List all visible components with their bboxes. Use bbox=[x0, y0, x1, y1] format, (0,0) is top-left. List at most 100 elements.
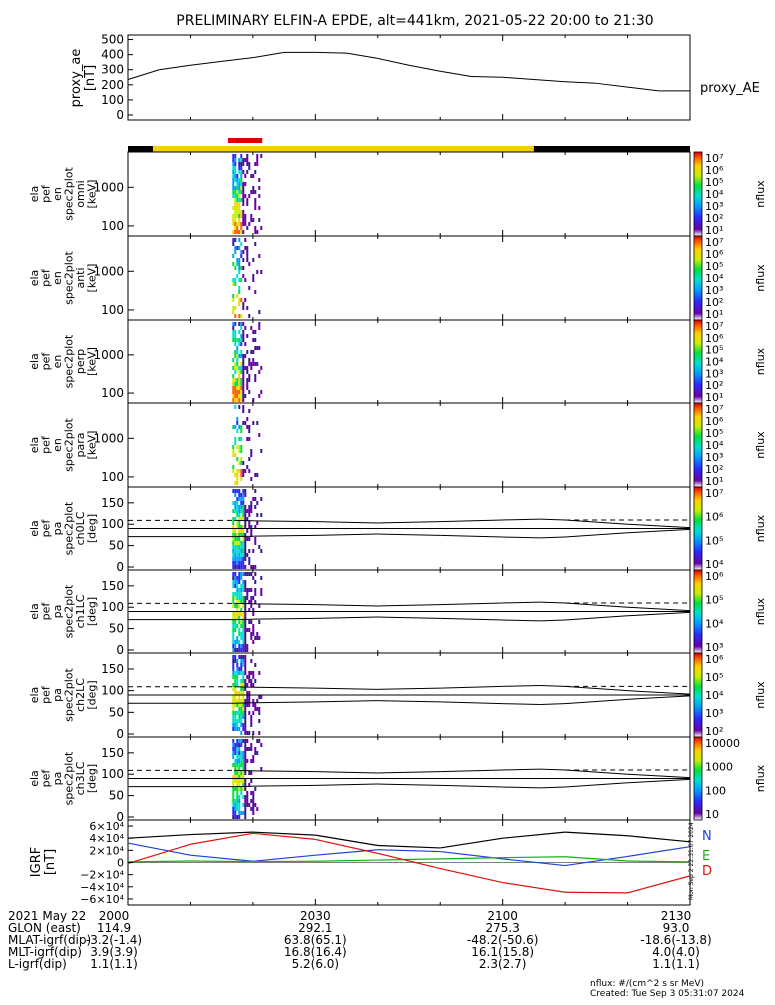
spectrogram-cell bbox=[246, 334, 248, 338]
spectrogram-cell bbox=[246, 572, 248, 576]
ae-ytick-label: 400 bbox=[101, 48, 124, 62]
spectrogram-cell bbox=[240, 501, 242, 505]
spectrogram-cell bbox=[240, 648, 242, 652]
spectrogram-cell bbox=[256, 154, 258, 158]
pa-loss-cone-segment bbox=[565, 603, 627, 607]
spectrogram-cell bbox=[232, 238, 234, 242]
spectrogram-cell bbox=[234, 811, 236, 815]
pa-loss-cone-segment bbox=[503, 787, 540, 788]
pa-loss-cone-segment bbox=[628, 779, 690, 782]
spectrogram-cell bbox=[258, 433, 260, 437]
spectrogram-cell bbox=[236, 743, 238, 747]
spectrogram-cell bbox=[242, 557, 244, 561]
spectrogram-cell bbox=[234, 441, 236, 445]
spectrogram-cell bbox=[250, 214, 252, 218]
igrf-line-segment bbox=[378, 853, 440, 868]
spectrogram-cell bbox=[234, 807, 236, 811]
pa-loss-cone-segment bbox=[628, 696, 690, 699]
spectrogram-cell bbox=[236, 481, 238, 485]
igrf-line-segment bbox=[503, 857, 565, 858]
figure-title: PRELIMINARY ELFIN-A EPDE, alt=441km, 202… bbox=[176, 13, 653, 29]
spectrogram-cell bbox=[240, 214, 242, 218]
spectrogram-cell bbox=[248, 162, 250, 166]
spectrogram-cell bbox=[246, 226, 248, 230]
spectrogram-cell bbox=[248, 425, 250, 429]
spectrogram-cell bbox=[246, 537, 248, 541]
spectrogram-cell bbox=[236, 759, 238, 763]
spectrogram-cell bbox=[244, 366, 246, 370]
spectrogram-cell bbox=[246, 529, 248, 533]
spectrogram-cell bbox=[250, 565, 252, 569]
spectrogram-cell bbox=[244, 158, 246, 162]
spectrogram-cell bbox=[236, 398, 238, 402]
spectrogram-cell bbox=[234, 715, 236, 719]
spectrogram-cell bbox=[248, 537, 250, 541]
spectrogram-cell bbox=[236, 699, 238, 703]
spectrogram-cell bbox=[232, 600, 234, 604]
spectrogram-cell bbox=[260, 154, 262, 158]
spectrogram-cell bbox=[242, 648, 244, 652]
spectrogram-cell bbox=[250, 366, 252, 370]
spectrogram-cell bbox=[244, 759, 246, 763]
spectrogram-cell bbox=[232, 206, 234, 210]
spectrogram-cell bbox=[248, 620, 250, 624]
spectrogram-cell bbox=[236, 382, 238, 386]
spectrogram-cell bbox=[238, 290, 240, 294]
ae-line-segment bbox=[190, 61, 221, 65]
spectrogram-cell bbox=[242, 306, 244, 310]
spectrogram-cell bbox=[240, 226, 242, 230]
spectrogram-cell bbox=[254, 592, 256, 596]
spectrogram-cell bbox=[238, 541, 240, 545]
spectrogram-cell bbox=[250, 759, 252, 763]
spectrogram-cell bbox=[242, 250, 244, 254]
igrf-line-segment bbox=[503, 832, 565, 838]
spectrogram-cell bbox=[242, 703, 244, 707]
pa-ytick-label: 100 bbox=[101, 767, 124, 781]
spectrogram-cell bbox=[236, 358, 238, 362]
spectrogram-cell bbox=[254, 803, 256, 807]
spectrogram-cell bbox=[232, 254, 234, 258]
spectrogram-cell bbox=[240, 322, 242, 326]
spectrogram-cell bbox=[246, 695, 248, 699]
colorbar-tick-label: 10⁵ bbox=[705, 594, 723, 607]
spectrogram-cell bbox=[240, 449, 242, 453]
spectrogram-cell bbox=[246, 254, 248, 258]
spectrogram-cell bbox=[250, 636, 252, 640]
spectrogram-cell bbox=[236, 521, 238, 525]
spectrogram-cell bbox=[236, 580, 238, 584]
spectrogram-cell bbox=[238, 394, 240, 398]
spectrogram-cell bbox=[232, 640, 234, 644]
igrf-line-segment bbox=[378, 859, 440, 860]
ae-ytick-label: 100 bbox=[101, 93, 124, 107]
spectrogram-cell bbox=[236, 803, 238, 807]
spectrogram-cell bbox=[238, 521, 240, 525]
spectrogram-cell bbox=[250, 218, 252, 222]
spectrogram-cell bbox=[232, 727, 234, 731]
pa-loss-cone-segment bbox=[440, 785, 502, 787]
spectrogram-cell bbox=[234, 366, 236, 370]
spectrogram-cell bbox=[248, 194, 250, 198]
colorbar-tick-label: 10⁶ bbox=[705, 511, 724, 524]
spectrogram-cell bbox=[246, 158, 248, 162]
spectrogram-cell bbox=[258, 370, 260, 374]
spectrogram-cell bbox=[242, 723, 244, 727]
spectrogram-cell bbox=[234, 509, 236, 513]
spectrogram-cell bbox=[244, 679, 246, 683]
spectrogram-cell bbox=[242, 354, 244, 358]
colorbar bbox=[694, 737, 702, 820]
spectrogram-cell bbox=[250, 671, 252, 675]
igrf-line-segment bbox=[378, 845, 440, 847]
spectrogram-cell bbox=[240, 787, 242, 791]
spectrogram-cell bbox=[260, 695, 262, 699]
spectrogram-cell bbox=[240, 691, 242, 695]
spectrogram-cell bbox=[234, 250, 236, 254]
spectrogram-cell bbox=[238, 807, 240, 811]
spectrogram-cell bbox=[236, 513, 238, 517]
spectrogram-cell bbox=[246, 588, 248, 592]
spectrogram-cell bbox=[242, 659, 244, 663]
spectrogram-cell bbox=[238, 513, 240, 517]
spectrogram-cell bbox=[236, 501, 238, 505]
igrf-line-segment bbox=[315, 839, 377, 853]
spectrogram-cell bbox=[252, 703, 254, 707]
